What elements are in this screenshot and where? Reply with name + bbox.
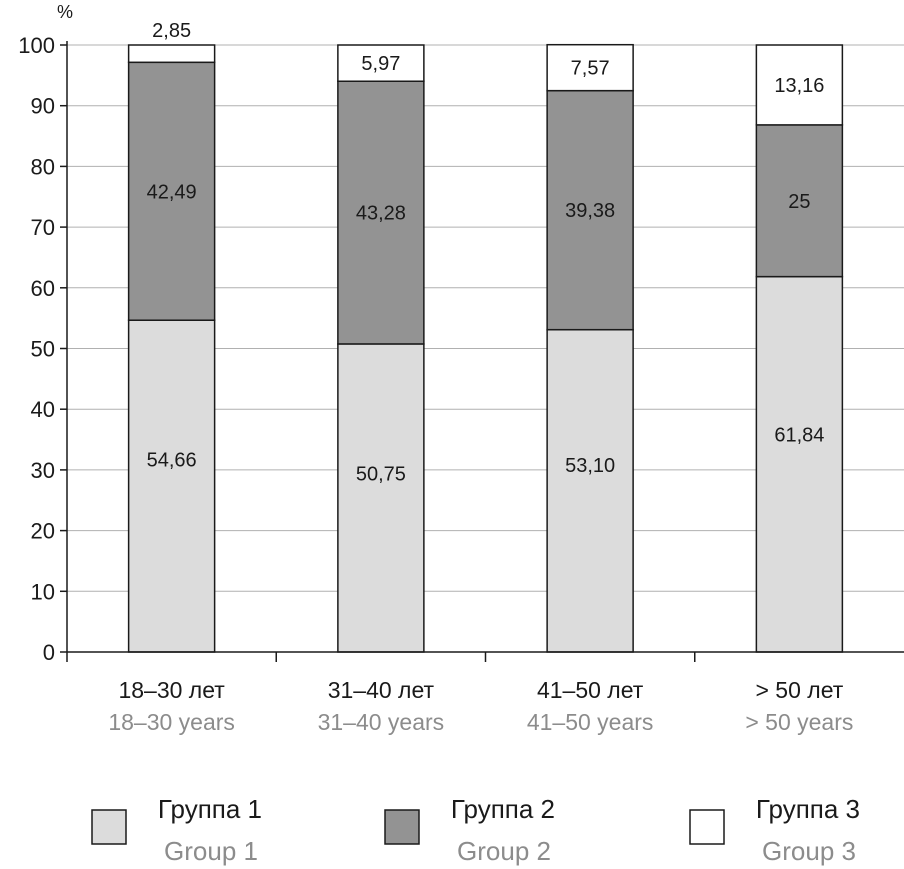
y-tick-label-50: 50 (31, 337, 55, 362)
data-label-1-group-1: 54,66 (147, 450, 197, 472)
bar-seg-1-group-1 (127, 319, 216, 653)
bars: 54,66 42,49 2,85 50,75 43,28 5,97 53,10 39,38 7,… (127, 20, 844, 653)
y-tick-label-60: 60 (31, 276, 55, 301)
x-category-label-en-3: 41–50 years (527, 709, 654, 735)
y-tick-label-0: 0 (43, 640, 55, 665)
legend-swatch-group-3 (689, 809, 725, 845)
x-category-label-1: 18–30 лет (118, 677, 225, 703)
legend-label-en-group-3: Group 3 (762, 836, 856, 866)
y-axis-unit-label: % (57, 2, 73, 22)
bar-seg-2-group-3 (337, 44, 425, 82)
bar-seg-3-group-3 (546, 43, 634, 92)
bar-seg-3-group-1 (546, 328, 634, 653)
y-tick-label-90: 90 (31, 94, 55, 119)
bar-seg-4-group-2 (755, 124, 844, 278)
y-tick-label-80: 80 (31, 154, 55, 179)
data-label-4-group-2: 25 (788, 191, 810, 213)
legend-label-group-3: Группа 3 (756, 794, 860, 824)
y-tick-label-20: 20 (31, 519, 55, 544)
y-tick-label-30: 30 (31, 458, 55, 483)
bar-seg-3-group-2 (546, 89, 634, 331)
x-axis-categories: 18–30 лет 18–30 years 31–40 лет 31–40 years… (108, 677, 853, 735)
legend-label-en-group-2: Group 2 (457, 836, 551, 866)
data-label-4-group-1: 61,84 (774, 424, 824, 446)
y-tick-label-100: 100 (18, 33, 55, 58)
bar-seg-2-group-2 (337, 80, 425, 345)
bar-seg-1-group-3 (127, 44, 216, 64)
legend-label-group-2: Группа 2 (451, 794, 555, 824)
axes (66, 41, 904, 662)
data-label-1-group-2: 42,49 (147, 181, 197, 203)
bar-seg-4-group-3 (755, 44, 844, 126)
y-axis-ticks: 0 10 20 30 40 50 60 70 80 90 100 (18, 33, 67, 665)
data-label-2-group-2: 43,28 (356, 203, 406, 225)
x-category-label-4: > 50 лет (755, 677, 843, 703)
data-label-2-group-1: 50,75 (356, 463, 406, 485)
legend: Группа 1 Group 1 Группа 2 Group 2 Группа 3 Gr… (91, 794, 860, 866)
y-tick-label-40: 40 (31, 397, 55, 422)
legend-swatch-group-1 (91, 809, 127, 845)
data-label-2-group-3: 5,97 (361, 53, 400, 75)
bar-seg-2-group-1 (337, 343, 425, 653)
x-category-label-2: 31–40 лет (328, 677, 435, 703)
data-label-3-group-3: 7,57 (571, 58, 610, 80)
legend-label-en-group-1: Group 1 (164, 836, 258, 866)
x-category-label-en-4: > 50 years (745, 709, 853, 735)
bar-seg-4-group-1 (755, 275, 844, 653)
y-tick-label-10: 10 (31, 579, 55, 604)
data-label-1-group-3: 2,85 (152, 20, 191, 42)
data-label-3-group-2: 39,38 (565, 200, 615, 222)
y-tick-label-70: 70 (31, 215, 55, 240)
x-category-label-3: 41–50 лет (537, 677, 644, 703)
legend-label-group-1: Группа 1 (158, 794, 262, 824)
x-category-label-en-1: 18–30 years (108, 709, 235, 735)
data-label-3-group-1: 53,10 (565, 455, 615, 477)
data-label-4-group-3: 13,16 (774, 75, 824, 97)
legend-swatch-group-2 (384, 809, 420, 845)
x-category-label-en-2: 31–40 years (318, 709, 445, 735)
